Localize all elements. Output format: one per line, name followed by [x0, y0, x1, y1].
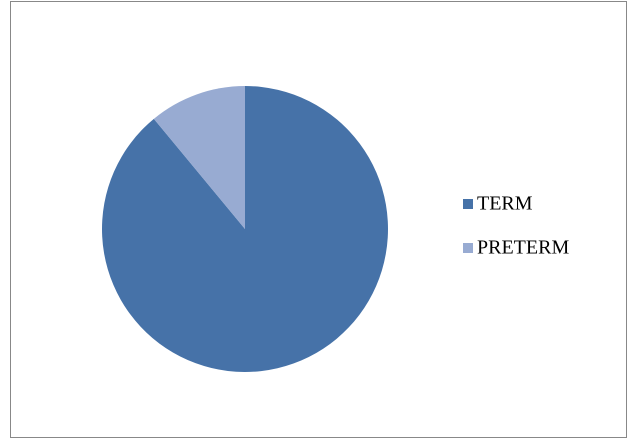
pie-slice — [102, 86, 388, 372]
legend-label: TERM — [477, 193, 533, 215]
legend-label: PRETERM — [477, 237, 569, 259]
pie-slice — [153, 86, 245, 229]
legend-swatch — [463, 199, 473, 209]
legend-swatch — [463, 243, 473, 253]
